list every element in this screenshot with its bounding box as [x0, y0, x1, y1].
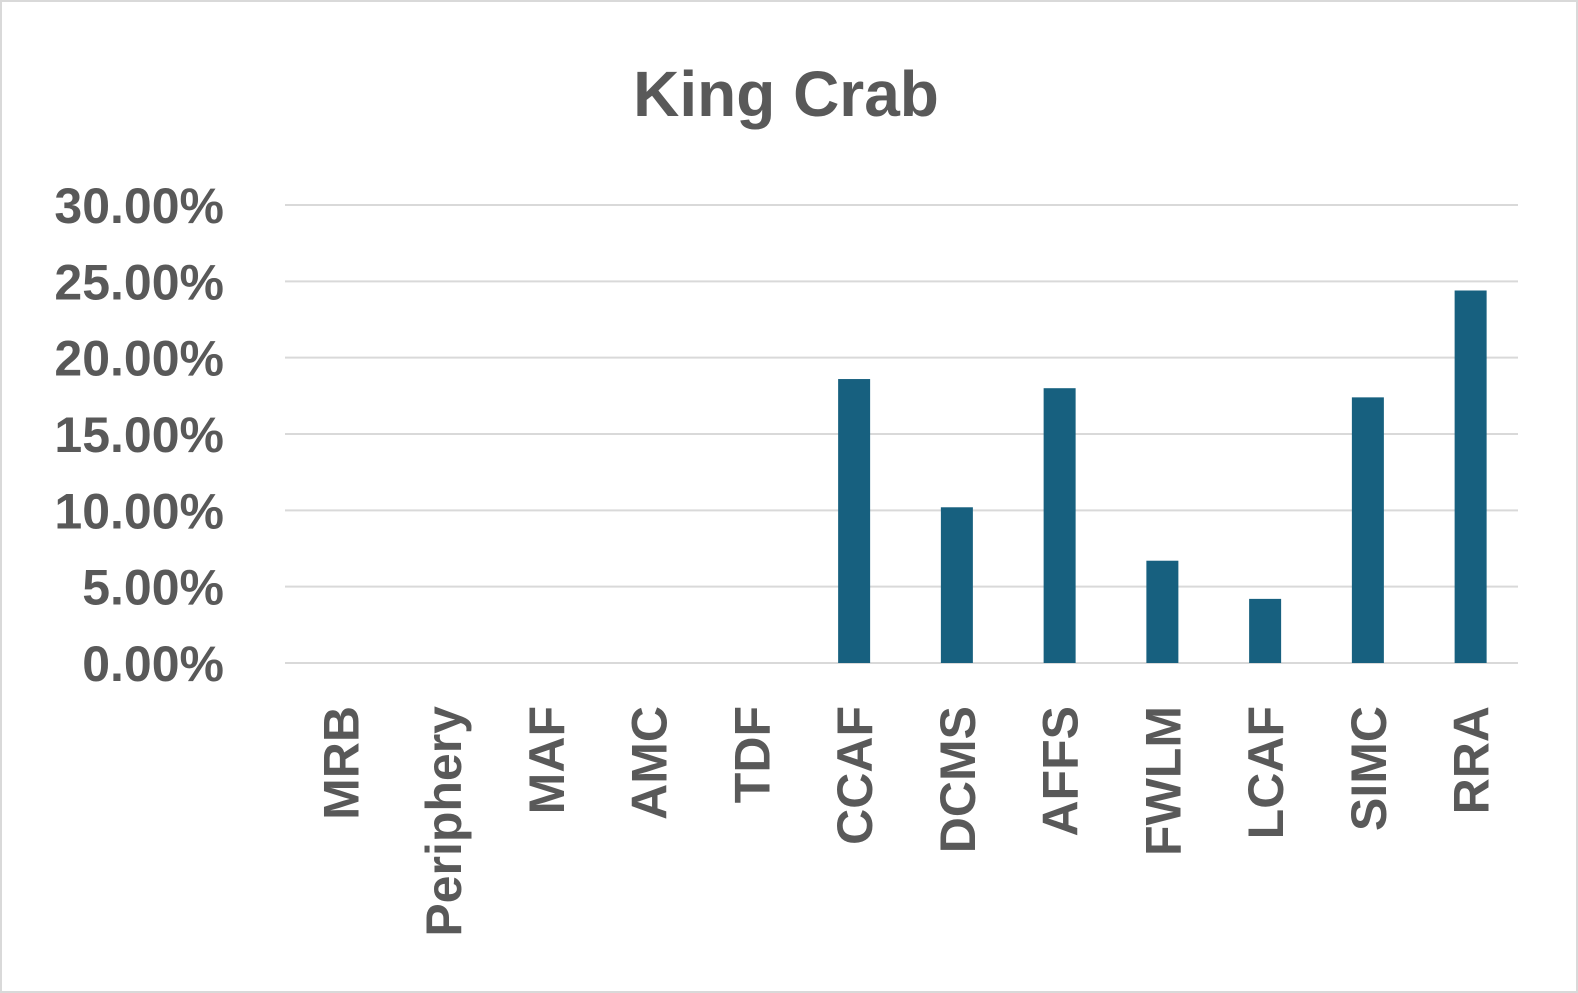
y-tick-label: 0.00%	[82, 636, 224, 692]
x-axis-ticks: MRB Periphery MAF AMC TDF CCAF DCMS AFFS FWLM LCA…	[313, 706, 1499, 937]
y-tick-label: 15.00%	[54, 407, 224, 463]
x-tick-label: TDF	[724, 706, 780, 803]
x-tick-label: Periphery	[416, 706, 472, 937]
x-tick-label: CCAF	[827, 706, 883, 845]
bar-ccaf	[838, 379, 871, 663]
bar-lcaf	[1249, 598, 1282, 663]
x-tick-label: RRA	[1444, 706, 1500, 814]
chart-title: King Crab	[633, 58, 939, 130]
y-axis-ticks: 0.00% 5.00% 10.00% 15.00% 20.00% 25.00% 30.00%	[54, 178, 224, 692]
y-tick-label: 5.00%	[82, 560, 224, 616]
bar-fwlm	[1146, 560, 1179, 663]
x-tick-label: AFFS	[1033, 706, 1089, 837]
x-tick-label: DCMS	[930, 706, 986, 853]
x-tick-label: FWLM	[1135, 706, 1191, 856]
bars	[838, 290, 1487, 663]
bar-rra	[1454, 290, 1487, 663]
y-tick-label: 10.00%	[54, 483, 224, 539]
x-tick-label: MRB	[313, 706, 369, 820]
bar-simc	[1351, 397, 1384, 663]
y-tick-label: 25.00%	[54, 254, 224, 310]
x-tick-label: SIMC	[1341, 706, 1397, 831]
x-tick-label: LCAF	[1238, 706, 1294, 839]
bar-dcms	[940, 507, 973, 663]
x-tick-label: MAF	[519, 706, 575, 814]
y-tick-label: 20.00%	[54, 331, 224, 387]
gridlines	[285, 204, 1518, 664]
x-tick-label: AMC	[622, 706, 678, 820]
y-tick-label: 30.00%	[54, 178, 224, 234]
bar-affs	[1043, 388, 1076, 663]
